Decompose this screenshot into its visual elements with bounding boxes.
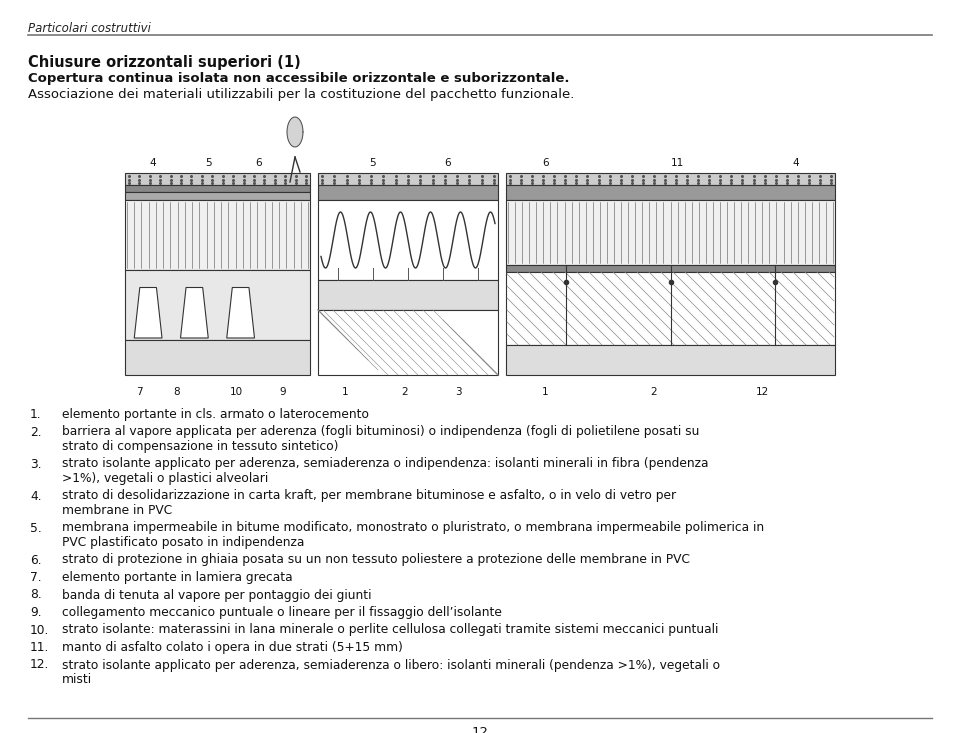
Bar: [120, 155, 840, 385]
Bar: [318, 280, 498, 310]
Bar: [506, 272, 835, 345]
Text: banda di tenuta al vapore per pontaggio dei giunti: banda di tenuta al vapore per pontaggio …: [62, 589, 372, 602]
Text: barriera al vapore applicata per aderenza (fogli bituminosi) o indipendenza (fog: barriera al vapore applicata per aderenz…: [62, 425, 700, 438]
Text: 6: 6: [444, 158, 451, 168]
Text: strato di desolidarizzazione in carta kraft, per membrane bituminose e asfalto, : strato di desolidarizzazione in carta kr…: [62, 490, 676, 503]
Text: strato di compensazione in tessuto sintetico): strato di compensazione in tessuto sinte…: [62, 440, 339, 453]
Text: 10: 10: [229, 387, 243, 397]
Text: Associazione dei materiali utilizzabili per la costituzione del pacchetto funzio: Associazione dei materiali utilizzabili …: [28, 88, 574, 101]
Text: manto di asfalto colato i opera in due strati (5+15 mm): manto di asfalto colato i opera in due s…: [62, 641, 403, 654]
Bar: [506, 200, 835, 265]
Text: 2: 2: [401, 387, 408, 397]
Text: 11: 11: [670, 158, 684, 168]
Text: 7.: 7.: [30, 571, 41, 584]
Text: collegamento meccanico puntuale o lineare per il fissaggio dell’isolante: collegamento meccanico puntuale o linear…: [62, 606, 502, 619]
Text: membrane in PVC: membrane in PVC: [62, 504, 172, 517]
Text: >1%), vegetali o plastici alveolari: >1%), vegetali o plastici alveolari: [62, 472, 268, 485]
Bar: [318, 200, 498, 280]
Text: elemento portante in cls. armato o laterocemento: elemento portante in cls. armato o later…: [62, 408, 369, 421]
Text: 5: 5: [369, 158, 375, 168]
Text: 10.: 10.: [30, 624, 49, 636]
Text: Particolari costruttivi: Particolari costruttivi: [28, 22, 151, 35]
Text: 3.: 3.: [30, 457, 41, 471]
Text: strato isolante: materassini in lana minerale o perlite cellulosa collegati tram: strato isolante: materassini in lana min…: [62, 624, 718, 636]
Bar: [125, 340, 310, 375]
Bar: [125, 173, 310, 185]
Text: strato isolante applicato per aderenza, semiaderenza o libero: isolanti minerali: strato isolante applicato per aderenza, …: [62, 658, 720, 671]
Text: membrana impermeabile in bitume modificato, monostrato o pluristrato, o membrana: membrana impermeabile in bitume modifica…: [62, 521, 764, 534]
Text: 6: 6: [255, 158, 261, 168]
Polygon shape: [134, 287, 162, 338]
Polygon shape: [227, 287, 254, 338]
Text: 6.: 6.: [30, 553, 41, 567]
Bar: [318, 185, 498, 200]
Bar: [125, 200, 310, 270]
Bar: [506, 173, 835, 185]
Bar: [125, 270, 310, 340]
Text: 12: 12: [756, 387, 769, 397]
Text: 4: 4: [150, 158, 156, 168]
Text: 2.: 2.: [30, 425, 41, 438]
Text: 1.: 1.: [30, 408, 41, 421]
Text: 7: 7: [136, 387, 143, 397]
Text: Copertura continua isolata non accessibile orizzontale e suborizzontale.: Copertura continua isolata non accessibi…: [28, 72, 569, 85]
Text: Chiusure orizzontali superiori (1): Chiusure orizzontali superiori (1): [28, 55, 300, 70]
Text: strato isolante applicato per aderenza, semiaderenza o indipendenza: isolanti mi: strato isolante applicato per aderenza, …: [62, 457, 708, 471]
Text: elemento portante in lamiera grecata: elemento portante in lamiera grecata: [62, 571, 293, 584]
Text: 4.: 4.: [30, 490, 41, 503]
Text: misti: misti: [62, 673, 92, 686]
Text: 3: 3: [455, 387, 462, 397]
Text: 11.: 11.: [30, 641, 49, 654]
Text: 1: 1: [342, 387, 348, 397]
Text: 6: 6: [542, 158, 549, 168]
Bar: [125, 185, 310, 192]
Text: 5: 5: [204, 158, 211, 168]
Text: 2: 2: [651, 387, 658, 397]
Text: 8.: 8.: [30, 589, 41, 602]
Bar: [506, 185, 835, 200]
Text: 9.: 9.: [30, 606, 41, 619]
Text: 9: 9: [279, 387, 285, 397]
Text: 1: 1: [542, 387, 549, 397]
Text: PVC plastificato posato in indipendenza: PVC plastificato posato in indipendenza: [62, 536, 304, 549]
Bar: [506, 265, 835, 272]
Bar: [506, 345, 835, 375]
Text: 12: 12: [471, 726, 489, 733]
Bar: [318, 310, 498, 375]
Polygon shape: [287, 117, 303, 147]
Text: 5.: 5.: [30, 521, 41, 534]
Bar: [125, 192, 310, 200]
Text: 12.: 12.: [30, 658, 49, 671]
Text: 8: 8: [174, 387, 180, 397]
Text: 4: 4: [792, 158, 799, 168]
Text: strato di protezione in ghiaia posata su un non tessuto poliestere a protezione : strato di protezione in ghiaia posata su…: [62, 553, 690, 567]
Polygon shape: [180, 287, 208, 338]
Bar: [318, 173, 498, 185]
